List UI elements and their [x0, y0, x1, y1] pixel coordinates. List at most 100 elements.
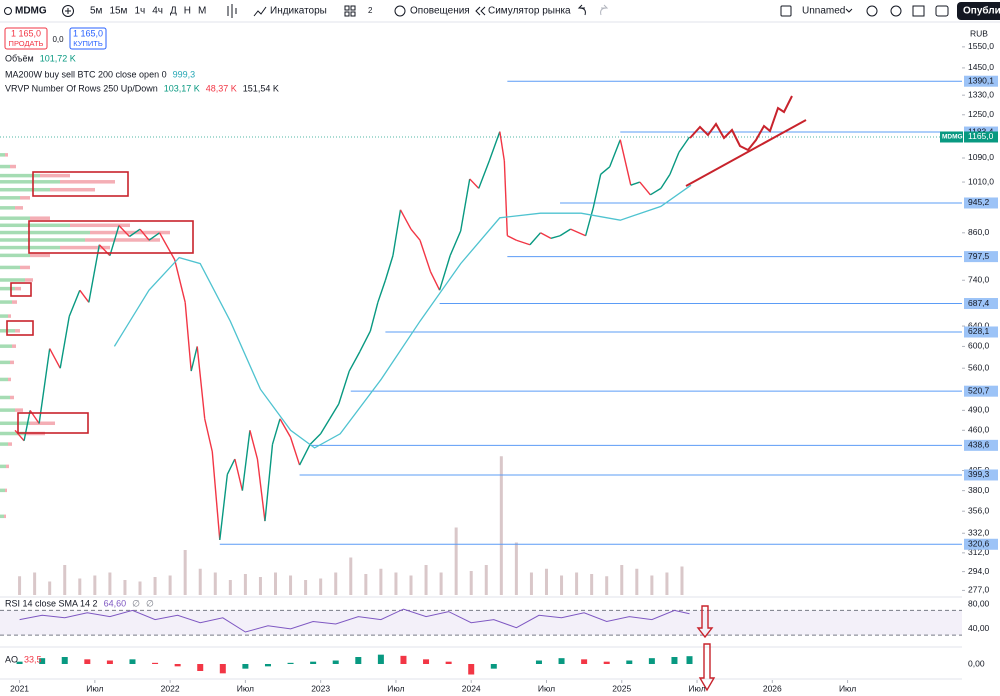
price-segment — [329, 403, 340, 420]
search-icon[interactable] — [4, 7, 12, 15]
settings-icon[interactable] — [890, 5, 902, 17]
compare-icon[interactable] — [62, 5, 74, 17]
profile-down — [85, 238, 160, 242]
snapshot-icon[interactable] — [935, 5, 949, 17]
volume-bar — [590, 574, 594, 595]
x-tick-label: Июл — [237, 683, 254, 693]
level-tag — [964, 469, 998, 481]
price-segment — [600, 166, 611, 175]
interval-button[interactable]: 5м — [90, 6, 103, 17]
y-tick-label: 1330,0 — [968, 89, 994, 99]
volume-bar — [424, 565, 428, 595]
price-segment — [59, 316, 70, 369]
level-tag — [964, 385, 998, 397]
level-label: 438,6 — [968, 440, 990, 450]
ao-value: 33,5 — [24, 654, 42, 664]
price-segment — [279, 418, 292, 438]
profile-down — [40, 173, 70, 178]
vrvp-down: 48,37 K — [206, 83, 237, 93]
rsi-na: ∅ — [132, 598, 140, 608]
profile-up — [0, 514, 4, 519]
interval-button[interactable]: 4ч — [152, 6, 163, 17]
price-segment — [419, 240, 432, 273]
indicator-bar — [129, 659, 136, 664]
volume-bar — [349, 557, 353, 595]
volume-bar — [243, 574, 247, 595]
profile-up — [0, 286, 15, 291]
price-segment — [249, 430, 259, 460]
price-segment — [503, 160, 509, 236]
interval-button[interactable]: 1ч — [134, 6, 145, 17]
interval-button[interactable]: Н — [184, 6, 191, 17]
buy-button[interactable] — [69, 27, 107, 50]
price-segment — [410, 228, 421, 241]
zone-box — [6, 320, 34, 336]
layout-checkbox[interactable] — [780, 5, 792, 17]
alert-icon[interactable] — [394, 5, 406, 17]
x-tick-label: 2025 — [612, 683, 631, 693]
indicator-bar — [39, 658, 46, 664]
alerts-button[interactable]: Оповещения — [410, 6, 470, 17]
level-label: 1183,4 — [968, 126, 994, 136]
vrvp-total: 151,54 K — [243, 83, 279, 93]
ma-label: MA200W buy sell BTC 200 close open 0 — [5, 69, 167, 79]
volume-bar — [635, 568, 639, 595]
y-tick-label: 1250,0 — [968, 109, 994, 119]
y-tick-label: 312,0 — [968, 547, 990, 557]
volume-bar — [18, 576, 22, 595]
volume-bar — [78, 578, 82, 595]
symbol[interactable]: MDMG — [15, 6, 47, 17]
publish-button[interactable] — [957, 2, 1000, 20]
y-tick-label: 294,0 — [968, 566, 990, 576]
templates-count[interactable]: 2 — [368, 6, 373, 15]
price-segment — [271, 418, 281, 445]
zone-box — [32, 171, 129, 197]
profile-down — [10, 164, 16, 169]
indicators-icon[interactable] — [253, 6, 267, 17]
price-segment — [219, 474, 229, 541]
chart-type-icon[interactable] — [227, 4, 237, 18]
indicator-bar — [400, 655, 407, 664]
price-segment — [392, 209, 402, 256]
level-label: 687,4 — [968, 298, 990, 308]
price-segment — [289, 437, 301, 466]
replay-icon[interactable] — [475, 6, 486, 16]
price-segment — [377, 280, 387, 303]
profile-up — [0, 153, 5, 157]
sell-button[interactable] — [4, 27, 48, 50]
undo-icon[interactable] — [577, 4, 586, 16]
replay-button[interactable]: Симулятор рынка — [488, 6, 571, 17]
indicator-bar — [686, 656, 693, 664]
indicators-button[interactable]: Индикаторы — [270, 6, 327, 17]
price-segment — [499, 131, 506, 162]
price-segment — [399, 209, 412, 230]
indicator-bar — [242, 664, 249, 669]
level-label: 1390,1 — [968, 75, 994, 85]
profile-down — [30, 216, 50, 220]
buy-price: 1 165,0 — [73, 28, 103, 38]
interval-button[interactable]: 15м — [109, 6, 127, 17]
price-segment — [109, 225, 120, 256]
interval-button[interactable]: Д — [170, 6, 177, 17]
redo-icon[interactable] — [600, 4, 609, 16]
fullscreen-icon[interactable] — [912, 5, 925, 17]
layout-caret[interactable] — [845, 8, 853, 13]
price-segment — [173, 259, 186, 303]
profile-down — [4, 514, 6, 519]
profile-up — [0, 442, 8, 446]
interval-button[interactable]: М — [198, 6, 206, 17]
layout-name[interactable]: Unnamed — [802, 6, 845, 17]
y-tick-label: 356,0 — [968, 505, 990, 515]
y-tick-label: 560,0 — [968, 362, 990, 372]
price-segment — [204, 418, 213, 452]
quick-search-icon[interactable] — [866, 5, 878, 17]
profile-up — [0, 187, 50, 192]
price-segment — [309, 433, 322, 445]
templates-icon[interactable] — [344, 5, 350, 11]
sell-label: ПРОДАТЬ — [9, 39, 44, 48]
profile-up — [0, 300, 12, 304]
rsi-value: 64,60 — [104, 598, 127, 608]
volume-bar — [63, 565, 67, 595]
volume-bar — [274, 572, 278, 595]
profile-down — [8, 442, 12, 446]
